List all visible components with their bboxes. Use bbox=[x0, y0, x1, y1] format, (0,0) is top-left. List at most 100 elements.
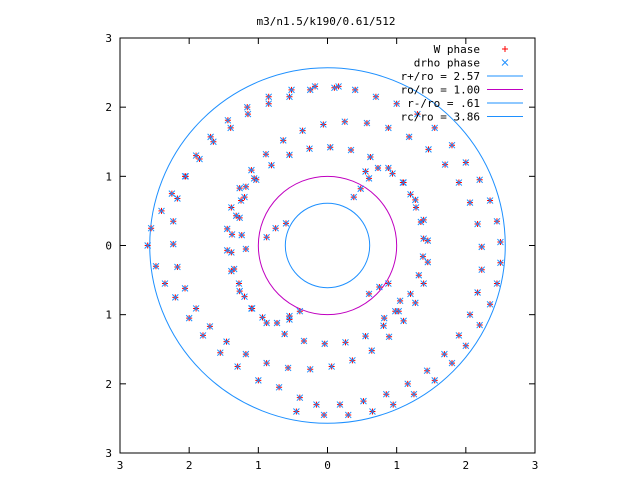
drho-phase-point bbox=[192, 305, 200, 312]
y-tick-label: 3 bbox=[105, 32, 112, 45]
drho-phase-point bbox=[250, 175, 258, 182]
drho-phase-point bbox=[493, 280, 501, 287]
drho-phase-point bbox=[372, 93, 380, 101]
drho-phase-point bbox=[282, 220, 290, 227]
drho-phase-point bbox=[254, 377, 262, 384]
drho-phase-point bbox=[286, 93, 293, 101]
drho-phase-point bbox=[380, 314, 388, 322]
drho-phase-point bbox=[196, 155, 203, 163]
drho-phase-point bbox=[493, 217, 501, 225]
legend-label: rc/ro = 3.86 bbox=[401, 111, 480, 124]
drho-phase-point bbox=[497, 238, 504, 246]
legend-label: ro/ro = 1.00 bbox=[401, 84, 480, 97]
drho-phase-point bbox=[311, 83, 319, 90]
drho-phase-point bbox=[265, 100, 273, 108]
drho-phase-point bbox=[385, 280, 392, 287]
drho-phase-point bbox=[400, 179, 407, 186]
drho-phase-point bbox=[385, 333, 393, 341]
drho-phase-point bbox=[262, 150, 270, 158]
legend-label: r-/ro = .61 bbox=[407, 97, 480, 110]
y-tick-label: 0 bbox=[105, 240, 112, 253]
drho-phase-point bbox=[396, 297, 404, 305]
drho-phase-point bbox=[405, 133, 413, 141]
drho-phase-point bbox=[158, 207, 165, 215]
x-tick-label: 1 bbox=[393, 459, 400, 472]
drho-phase-point bbox=[306, 145, 313, 153]
drho-phase-point bbox=[223, 338, 230, 345]
legend-label: W phase bbox=[434, 43, 480, 56]
drho-phase-point bbox=[376, 283, 383, 291]
drho-phase-point bbox=[248, 166, 255, 174]
drho-phase-point bbox=[236, 287, 244, 295]
drho-phase-point bbox=[199, 332, 207, 339]
drho-phase-point bbox=[389, 170, 396, 177]
drho-phase-point bbox=[161, 280, 169, 287]
drho-phase-point bbox=[275, 383, 283, 391]
drho-phase-point bbox=[147, 224, 155, 232]
drho-phase-point bbox=[263, 319, 270, 327]
drho-phase-point bbox=[350, 193, 358, 201]
drho-phase-point bbox=[400, 317, 407, 325]
drho-phase-point bbox=[169, 217, 177, 225]
drho-phase-point bbox=[411, 299, 419, 307]
drho-phase-point bbox=[296, 307, 304, 315]
drho-phase-point bbox=[207, 133, 214, 141]
drho-phase-point bbox=[152, 262, 160, 270]
drho-phase-point bbox=[306, 86, 314, 94]
drho-phase-point bbox=[393, 100, 401, 108]
drho-phase-point bbox=[244, 110, 252, 118]
drho-phase-point bbox=[419, 253, 427, 260]
drho-phase-point bbox=[248, 305, 256, 312]
drho-phase-point bbox=[360, 397, 367, 405]
drho-phase-point bbox=[238, 231, 246, 239]
drho-phase-point bbox=[462, 342, 470, 350]
drho-phase-point bbox=[319, 121, 327, 128]
drho-phase-point bbox=[407, 190, 414, 198]
circle-ro-ro bbox=[257, 175, 398, 316]
drho-phase-point bbox=[415, 271, 423, 279]
drho-phase-point bbox=[241, 293, 248, 301]
drho-phase-point bbox=[235, 280, 243, 287]
drho-phase-point bbox=[389, 401, 397, 408]
drho-phase-point bbox=[448, 141, 456, 149]
drho-phase-point bbox=[466, 199, 474, 206]
drho-phase-point bbox=[313, 401, 320, 408]
drho-phase-point bbox=[486, 300, 494, 308]
drho-phase-point bbox=[369, 408, 376, 415]
drho-phase-point bbox=[423, 367, 431, 375]
drho-phase-point bbox=[171, 294, 179, 301]
drho-phase-point bbox=[174, 195, 181, 202]
x-tick-label: 2 bbox=[463, 459, 470, 472]
drho-phase-point bbox=[228, 204, 235, 211]
drho-phase-point bbox=[342, 338, 349, 346]
circle-r-ro bbox=[284, 202, 371, 289]
drho-phase-point bbox=[284, 364, 292, 372]
drho-phase-point bbox=[299, 127, 306, 135]
drho-phase-point bbox=[185, 314, 193, 322]
drho-phase-point bbox=[335, 83, 342, 90]
x-tick-label: 2 bbox=[186, 459, 193, 472]
drho-phase-point bbox=[455, 179, 463, 186]
drho-phase-point bbox=[182, 172, 190, 180]
drho-phase-point bbox=[357, 185, 365, 193]
drho-phase-point bbox=[362, 168, 369, 175]
drho-phase-point bbox=[362, 332, 369, 340]
drho-phase-point bbox=[368, 347, 376, 354]
drho-phase-point bbox=[279, 137, 287, 144]
drho-phase-point bbox=[174, 263, 181, 271]
drho-phase-point bbox=[227, 124, 235, 132]
drho-phase-point bbox=[181, 285, 189, 292]
drho-phase-point bbox=[412, 204, 420, 211]
y-tick-label: 2 bbox=[105, 101, 112, 114]
drho-phase-point bbox=[268, 161, 275, 169]
drho-phase-point bbox=[144, 242, 152, 249]
drho-phase-point bbox=[382, 390, 390, 398]
drho-phase-point bbox=[326, 143, 334, 151]
drho-phase-point bbox=[462, 159, 470, 166]
drho-phase-point bbox=[441, 161, 449, 168]
drho-phase-point bbox=[424, 237, 432, 245]
drho-phase-point bbox=[478, 266, 486, 274]
drho-phase-point bbox=[300, 337, 308, 345]
drho-phase-point bbox=[242, 245, 250, 253]
